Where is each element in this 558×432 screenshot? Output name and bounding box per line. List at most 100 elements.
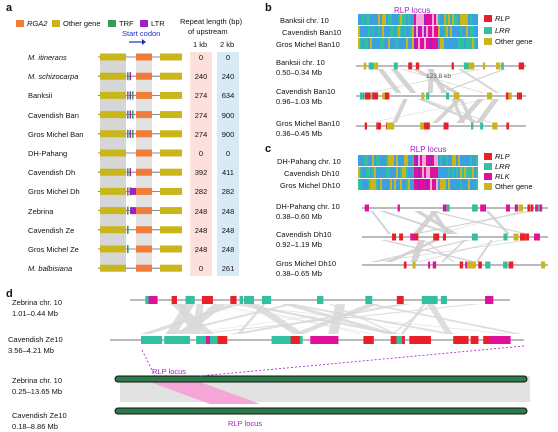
c-heat-cell-2-40: [438, 179, 440, 190]
b-heat-cell-1-8: [374, 26, 376, 37]
b-heat-cell-0-30: [418, 14, 420, 25]
row-repeat-2kb-2: 634: [221, 91, 235, 101]
b-heat-cell-2-57: [472, 38, 474, 49]
c-gene-1-9: [526, 233, 530, 241]
c-legend-lrr-swatch: [484, 163, 492, 170]
d-chrom-name-1: Cavendish Ze10: [12, 411, 67, 420]
c-heat-cell-0-54: [466, 155, 468, 166]
row-repeat-1kb-9: 248: [194, 225, 208, 235]
row-repeat-2kb-9: 248: [221, 225, 235, 235]
c-heat-cell-0-50: [458, 155, 460, 166]
panel-b-locus-label: RLP locus: [394, 6, 431, 15]
c-gene-0-5: [505, 204, 510, 212]
b-heat-cell-2-11: [380, 38, 382, 49]
b-heat-cell-1-52: [462, 26, 464, 37]
b-heat-cell-1-57: [472, 26, 474, 37]
c-heat-cell-1-22: [402, 167, 404, 178]
row-repeat-1kb-6: 392: [194, 168, 208, 178]
c-heat-cell-2-51: [460, 179, 462, 190]
b-heat-cell-0-10: [378, 14, 380, 25]
b-heat-cell-2-23: [404, 38, 406, 49]
gene-other-right-3: [160, 111, 182, 119]
c-heat-cell-0-18: [394, 155, 396, 166]
c-heat-cell-2-15: [388, 179, 390, 190]
b-heat-cell-1-42: [442, 26, 444, 37]
gene-rga2-11: [136, 264, 152, 272]
d-gene-top-5: [185, 296, 195, 304]
b-heat-cell-1-41: [440, 26, 442, 37]
c-heat-cell-1-45: [448, 167, 450, 178]
start-codon-label: Start codon: [122, 29, 161, 38]
b-gene-2-10: [424, 122, 430, 130]
gene-other-left-7: [100, 187, 126, 195]
c-synteny: [362, 204, 548, 269]
b-heat-cell-2-7: [372, 38, 374, 49]
b-heat-cell-1-15: [388, 26, 390, 37]
repeat-mark-9-0: [127, 225, 129, 234]
b-heat-cell-2-59: [476, 38, 478, 49]
b-heat-cell-0-55: [468, 14, 470, 25]
gene-other-left-4: [100, 130, 126, 138]
b-ribbon-0-4: [438, 69, 507, 93]
b-gene-2-4: [492, 122, 498, 130]
b-heat-cell-0-6: [370, 14, 372, 25]
b-gene-2-1: [420, 122, 424, 130]
b-heat-cell-0-40: [438, 14, 440, 25]
b-heat-cell-0-4: [366, 14, 368, 25]
b-heat-cell-2-20: [398, 38, 400, 49]
repeat-mark-2-0: [127, 91, 129, 100]
b-heat-cell-1-22: [402, 26, 404, 37]
b-heat-cell-0-19: [396, 14, 398, 25]
b-legend-rlp: RLP: [495, 14, 510, 23]
c-gene-1-5: [414, 233, 419, 241]
b-heat-cell-2-32: [422, 38, 424, 49]
c-ribbon-1-0: [475, 240, 493, 262]
b-track-range-0: 0.50–0.34 Mb: [276, 68, 322, 77]
b-heat-cell-0-41: [440, 14, 442, 25]
panel-c-locus-label: RLP locus: [410, 145, 447, 154]
legend-a-swatch-ltr: [140, 20, 148, 27]
row-label-9: Cavendish Ze: [28, 225, 75, 235]
b-heat-cell-0-45: [448, 14, 450, 25]
c-heat-cell-1-7: [372, 167, 374, 178]
b-heat-cell-0-58: [474, 14, 476, 25]
c-heat-cell-1-3: [364, 167, 366, 178]
b-heat-cell-1-44: [446, 26, 448, 37]
b-heat-cell-1-50: [458, 26, 460, 37]
panel-a-letter: a: [6, 2, 13, 14]
b-heat-cell-2-35: [428, 38, 430, 49]
b-heat-cell-0-56: [470, 14, 472, 25]
c-heat-cell-2-28: [414, 179, 416, 190]
c-heat-cell-2-36: [430, 179, 432, 190]
c-heat-cell-0-53: [464, 155, 466, 166]
c-heat-cell-2-29: [416, 179, 418, 190]
b-gene-2-13: [364, 122, 368, 130]
b-gene-1-10: [382, 92, 386, 100]
c-heat-cell-1-53: [464, 167, 466, 178]
b-heat-cell-0-20: [398, 14, 400, 25]
b-heat-cell-2-53: [464, 38, 466, 49]
d-gene-bottom-19: [363, 336, 370, 344]
b-heat-cell-2-43: [444, 38, 446, 49]
c-heat-cell-1-46: [450, 167, 452, 178]
c-heat-cell-2-13: [384, 179, 386, 190]
repeat-mark-7-0: [127, 187, 129, 196]
c-heat-cell-2-37: [432, 179, 434, 190]
c-heat-cell-0-34: [426, 155, 428, 166]
d-gene-bottom-18: [453, 336, 469, 344]
b-heat-cell-0-25: [408, 14, 410, 25]
gene-other-left-0: [100, 53, 126, 61]
b-heat-cell-0-53: [464, 14, 466, 25]
link-rga-a-6: [136, 175, 152, 189]
d-gene-top-8: [396, 296, 404, 304]
d-track-name-0: Zebrina chr. 10: [12, 298, 63, 307]
row-label-11: M. balbisiana: [28, 264, 73, 274]
b-heat-cell-0-54: [466, 14, 468, 25]
c-heat-cell-2-19: [396, 179, 398, 190]
repeat-mark-4-2: [132, 129, 134, 138]
b-legend-lrr: LRR: [495, 26, 511, 35]
c-heat-cell-2-4: [366, 179, 368, 190]
b-heat-cell-2-50: [458, 38, 460, 49]
link-rga-a-10: [136, 252, 152, 266]
